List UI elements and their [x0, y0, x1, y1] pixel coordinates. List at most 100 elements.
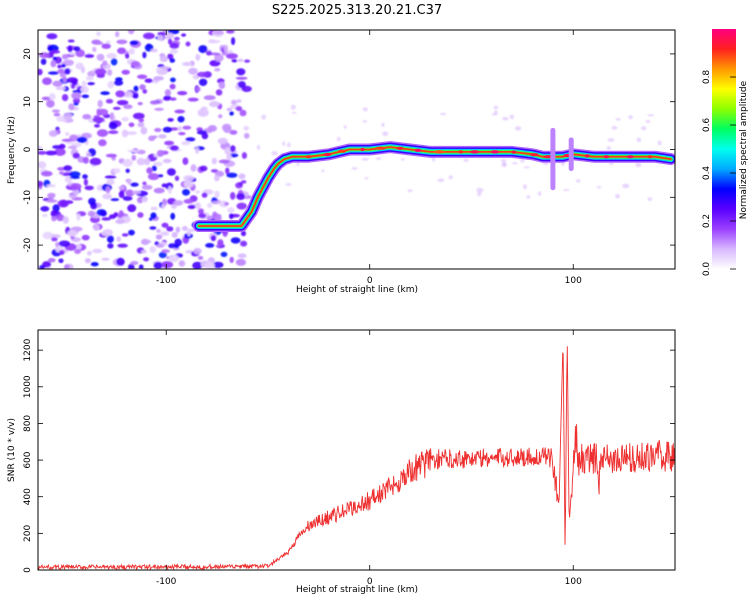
noise-blob — [174, 109, 186, 114]
noise-blob — [72, 152, 81, 159]
noise-blob — [241, 85, 252, 92]
noise-blob — [130, 60, 141, 68]
noise-blob — [52, 80, 63, 87]
noise-blob — [144, 157, 150, 166]
noise-blob — [58, 258, 64, 264]
spectrogram-noise-blobs — [38, 30, 662, 269]
noise-blob — [217, 137, 228, 145]
noise-blob — [200, 260, 212, 268]
noise-blob — [73, 46, 81, 52]
noise-blob — [645, 120, 651, 123]
noise-blob — [155, 234, 163, 240]
noise-blob — [292, 111, 297, 114]
noise-blob — [150, 48, 158, 53]
noise-blob — [121, 129, 129, 138]
noise-blob — [51, 237, 58, 242]
noise-blob — [127, 179, 132, 185]
noise-blob — [647, 197, 653, 202]
noise-blob — [183, 198, 194, 204]
noise-blob — [61, 138, 73, 142]
noise-blob — [81, 80, 87, 87]
colorbar-tick-label: 0.2 — [702, 214, 712, 228]
noise-blob — [92, 41, 104, 45]
noise-blob — [137, 122, 145, 128]
noise-blob — [38, 68, 43, 76]
ridge-hotspot — [470, 150, 480, 154]
noise-blob — [635, 162, 642, 168]
noise-blob — [144, 78, 153, 83]
noise-blob — [611, 126, 618, 130]
noise-blob — [382, 131, 389, 137]
noise-blob — [137, 102, 143, 106]
noise-blob — [116, 100, 129, 106]
noise-blob — [431, 156, 436, 162]
noise-blob — [63, 165, 73, 171]
noise-blob — [125, 189, 135, 197]
noise-blob — [622, 183, 630, 189]
noise-blob — [162, 158, 172, 164]
noise-blob — [115, 90, 125, 98]
noise-blob — [343, 125, 347, 129]
noise-blob — [196, 71, 208, 78]
noise-blob — [40, 58, 47, 65]
noise-blob — [238, 182, 243, 186]
snr-plot-area — [38, 330, 675, 570]
noise-blob — [167, 53, 174, 60]
noise-blob — [226, 30, 235, 34]
noise-blob — [39, 52, 50, 59]
noise-blob — [636, 137, 642, 143]
noise-blob — [63, 112, 73, 120]
noise-blob — [607, 138, 615, 142]
noise-blob — [131, 190, 142, 195]
noise-blob — [42, 213, 48, 218]
noise-blob — [160, 231, 170, 236]
noise-blob — [92, 224, 100, 231]
noise-blob — [128, 263, 135, 269]
noise-blob — [282, 141, 286, 146]
noise-blob — [138, 264, 144, 269]
noise-blob — [67, 145, 78, 149]
noise-blob — [67, 39, 75, 43]
noise-blob — [51, 109, 61, 113]
noise-blob — [108, 122, 118, 130]
noise-blob — [128, 48, 135, 55]
noise-blob — [107, 81, 115, 89]
noise-blob — [240, 230, 247, 237]
noise-blob — [229, 130, 238, 135]
noise-blob — [158, 174, 164, 178]
noise-blob — [237, 253, 247, 259]
noise-blob — [199, 165, 208, 172]
noise-blob — [647, 114, 655, 117]
ridge-hotspot — [511, 150, 517, 154]
noise-blob — [142, 51, 147, 59]
y-tick-label: 1000 — [23, 375, 33, 398]
noise-blob — [153, 261, 163, 269]
noise-blob — [148, 135, 156, 142]
noise-blob — [440, 112, 447, 116]
noise-blob — [141, 239, 152, 244]
noise-blob — [218, 81, 226, 89]
noise-blob — [62, 76, 67, 84]
noise-blob — [74, 249, 81, 254]
noise-blob — [256, 144, 261, 150]
noise-blob — [170, 212, 176, 220]
noise-blob — [127, 149, 140, 153]
y-tick-label: 10 — [23, 96, 33, 108]
noise-blob — [128, 30, 135, 35]
noise-blob — [127, 204, 137, 213]
noise-blob — [230, 192, 236, 200]
noise-blob — [150, 100, 159, 105]
noise-blob — [133, 92, 139, 99]
noise-blob — [241, 180, 247, 184]
noise-blob — [161, 249, 170, 254]
noise-blob — [178, 260, 186, 267]
noise-blob — [158, 251, 167, 259]
noise-blob — [156, 69, 168, 76]
noise-blob — [177, 91, 188, 96]
noise-blob — [69, 171, 81, 178]
noise-blob — [157, 31, 167, 36]
noise-blob — [133, 85, 139, 92]
ridge-hotspot — [305, 155, 312, 159]
noise-blob — [162, 126, 172, 133]
noise-blob — [97, 99, 103, 108]
